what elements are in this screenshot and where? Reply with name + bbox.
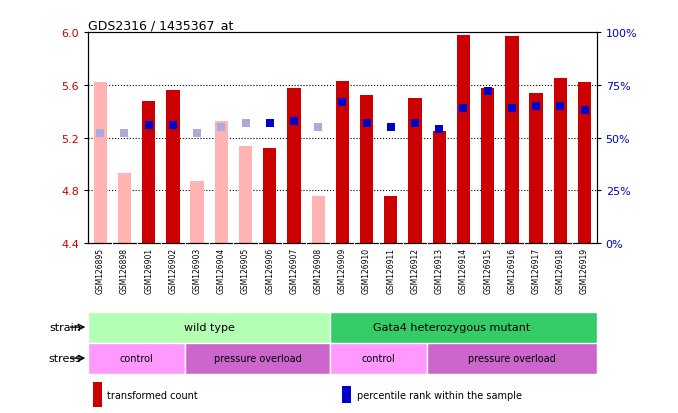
Bar	[530, 94, 543, 244]
Bar	[166, 91, 180, 244]
Bar	[330, 312, 597, 343]
Point	[531, 103, 542, 110]
Text: GSM126916: GSM126916	[507, 247, 517, 293]
Text: GSM126905: GSM126905	[241, 247, 250, 293]
Bar	[94, 83, 107, 244]
Text: GSM126917: GSM126917	[532, 247, 540, 293]
Bar	[457, 36, 470, 244]
Text: GSM126912: GSM126912	[411, 247, 420, 293]
Text: GSM126895: GSM126895	[96, 247, 104, 293]
Bar	[263, 149, 277, 244]
Point	[361, 120, 372, 127]
Bar	[287, 88, 300, 244]
Bar	[554, 79, 567, 244]
Bar	[360, 96, 374, 244]
Text: stress: stress	[49, 353, 81, 363]
Text: GSM126909: GSM126909	[338, 247, 347, 293]
Point	[385, 125, 396, 131]
Point	[240, 120, 251, 127]
Bar	[142, 102, 155, 244]
Text: GSM126898: GSM126898	[120, 247, 129, 293]
Text: pressure overload: pressure overload	[214, 353, 302, 363]
Point	[192, 131, 203, 138]
Point	[337, 99, 348, 106]
Text: GSM126910: GSM126910	[362, 247, 371, 293]
Point	[458, 106, 469, 112]
Text: Gata4 heterozygous mutant: Gata4 heterozygous mutant	[373, 322, 530, 332]
Text: control: control	[362, 353, 395, 363]
Text: GSM126902: GSM126902	[168, 247, 178, 293]
Point	[289, 118, 300, 125]
Point	[434, 127, 445, 133]
Point	[119, 131, 130, 138]
Text: percentile rank within the sample: percentile rank within the sample	[357, 390, 521, 400]
Text: GSM126903: GSM126903	[193, 247, 201, 293]
Text: transformed count: transformed count	[107, 390, 198, 400]
Text: GSM126908: GSM126908	[314, 247, 323, 293]
Text: GSM126906: GSM126906	[265, 247, 274, 293]
Text: GSM126919: GSM126919	[580, 247, 589, 293]
Bar	[505, 37, 519, 244]
Text: GSM126904: GSM126904	[217, 247, 226, 293]
Bar	[88, 343, 185, 374]
Text: GSM126907: GSM126907	[290, 247, 298, 293]
Text: wild type: wild type	[184, 322, 235, 332]
Text: pressure overload: pressure overload	[468, 353, 556, 363]
Text: GSM126918: GSM126918	[556, 247, 565, 293]
Point	[95, 131, 106, 138]
Bar	[384, 196, 397, 244]
Bar	[239, 146, 252, 244]
Point	[482, 89, 493, 95]
Bar	[481, 88, 494, 244]
Bar	[215, 121, 228, 244]
Point	[264, 120, 275, 127]
Bar	[88, 312, 330, 343]
Text: strain: strain	[49, 322, 81, 332]
Bar	[342, 386, 351, 403]
Bar	[336, 82, 349, 244]
Bar	[118, 174, 131, 244]
Text: GDS2316 / 1435367_at: GDS2316 / 1435367_at	[88, 19, 233, 32]
Bar	[93, 382, 102, 407]
Text: GSM126915: GSM126915	[483, 247, 492, 293]
Text: control: control	[120, 353, 153, 363]
Point	[216, 125, 226, 131]
Text: GSM126901: GSM126901	[144, 247, 153, 293]
Point	[506, 106, 517, 112]
Point	[555, 103, 565, 110]
Bar	[330, 343, 427, 374]
Bar	[185, 343, 330, 374]
Bar	[191, 182, 204, 244]
Point	[167, 122, 178, 129]
Point	[410, 120, 420, 127]
Bar	[408, 99, 422, 244]
Text: GSM126911: GSM126911	[386, 247, 395, 293]
Bar	[433, 132, 446, 244]
Point	[143, 122, 154, 129]
Bar	[578, 83, 591, 244]
Text: GSM126914: GSM126914	[459, 247, 468, 293]
Bar	[311, 196, 325, 244]
Text: GSM126913: GSM126913	[435, 247, 443, 293]
Bar	[427, 343, 597, 374]
Point	[579, 108, 590, 114]
Point	[313, 125, 323, 131]
